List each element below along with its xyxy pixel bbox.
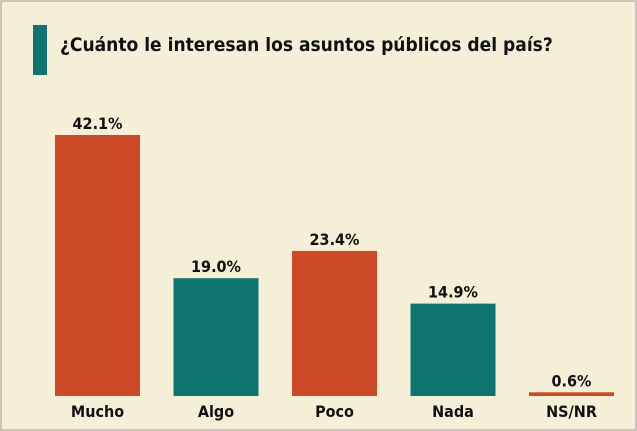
bar xyxy=(292,250,377,396)
bar xyxy=(55,134,140,397)
value-label: 19.0% xyxy=(191,257,241,276)
x-tick-label: Nada xyxy=(432,402,474,421)
x-tick-label: Mucho xyxy=(71,402,124,421)
value-label: 0.6% xyxy=(552,371,592,390)
bar xyxy=(173,278,259,396)
x-tick-label: Poco xyxy=(315,402,354,421)
value-label: 14.9% xyxy=(428,283,478,302)
bar xyxy=(410,303,496,396)
chart-title: ¿Cuánto le interesan los asuntos público… xyxy=(60,34,553,56)
bar xyxy=(529,392,614,396)
value-label: 23.4% xyxy=(310,230,360,249)
x-tick-label: Algo xyxy=(198,402,234,421)
value-label: 42.1% xyxy=(73,114,123,133)
x-tick-label: NS/NR xyxy=(546,402,597,421)
title-accent xyxy=(33,25,47,75)
